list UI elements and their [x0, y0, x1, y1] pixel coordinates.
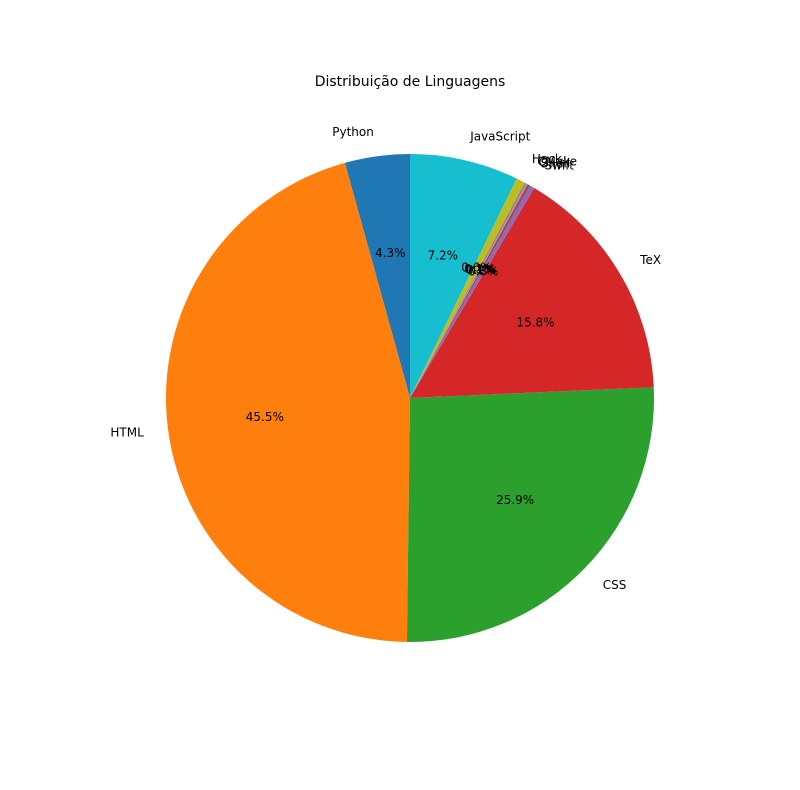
- pie-slice-cpp: [410, 183, 528, 398]
- pie-slice-swift: [410, 185, 535, 398]
- pie-slice-tex: [410, 187, 654, 398]
- pie-slice-css: [406, 387, 654, 642]
- chart-title: Distribuição de Linguagens: [315, 74, 506, 90]
- slice-percentage-swift: 0.3%: [468, 264, 499, 278]
- pie-slice-cmake: [410, 182, 527, 398]
- slice-label-cmake: CMake: [537, 155, 577, 169]
- slice-label-python: Python: [332, 125, 374, 139]
- slice-label-html: HTML: [110, 425, 144, 439]
- pie-slice-shell: [410, 184, 531, 398]
- slice-label-tex: TeX: [639, 253, 661, 267]
- slice-percentage-tex: 15.8%: [516, 316, 554, 330]
- pie-slice-python: [344, 154, 410, 398]
- slice-label-swift: Swift: [544, 159, 574, 173]
- slice-percentage-python: 4.3%: [375, 246, 406, 260]
- slice-label-shell: Shell: [541, 157, 570, 171]
- slice-percentage-cpp: 0.1%: [465, 262, 496, 276]
- slice-percentage-hack: 0.6%: [461, 261, 492, 275]
- pie-slice-hack: [410, 178, 525, 398]
- slice-label-javascript: JavaScript: [469, 129, 530, 143]
- slice-label-css: CSS: [603, 578, 627, 592]
- pie-slice-html: [166, 162, 410, 642]
- slice-percentage-css: 25.9%: [496, 493, 534, 507]
- slice-percentages: 4.3%45.5%25.9%15.8%0.3%0.2%0.1%0.1%0.6%7…: [246, 246, 555, 507]
- slice-percentage-cmake: 0.1%: [464, 262, 495, 276]
- slice-labels: Python HTML CSS TeX SwiftShellC++CMakeHackJa…: [110, 125, 661, 592]
- slice-percentage-html: 45.5%: [246, 410, 284, 424]
- pie-slices: [166, 154, 654, 642]
- slice-label-cpp: C++: [539, 155, 568, 169]
- slice-percentage-shell: 0.2%: [466, 263, 497, 277]
- slice-percentage-javascript: 7.2%: [428, 248, 459, 262]
- slice-label-hack: Hack: [532, 152, 562, 166]
- pie-slice-javascript: [410, 154, 517, 398]
